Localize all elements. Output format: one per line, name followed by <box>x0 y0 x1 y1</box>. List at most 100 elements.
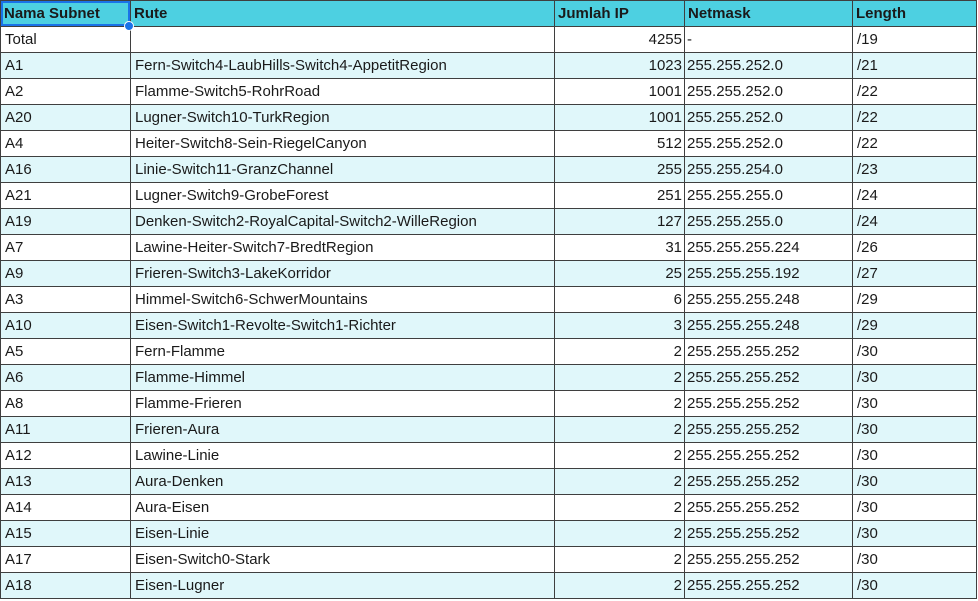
cell-nama-subnet[interactable]: A7 <box>0 234 131 261</box>
cell-jumlah-ip[interactable]: 2 <box>554 364 685 391</box>
cell-netmask[interactable]: 255.255.255.252 <box>684 364 853 391</box>
cell-rute[interactable]: Eisen-Switch1-Revolte-Switch1-Richter <box>130 312 555 339</box>
cell-length[interactable]: /26 <box>852 234 977 261</box>
cell-jumlah-ip[interactable]: 251 <box>554 182 685 209</box>
cell-jumlah-ip[interactable]: 2 <box>554 520 685 547</box>
cell-nama-subnet[interactable]: A21 <box>0 182 131 209</box>
cell-netmask[interactable]: 255.255.255.252 <box>684 520 853 547</box>
cell-nama-subnet[interactable]: A9 <box>0 260 131 287</box>
cell-nama-subnet[interactable]: A10 <box>0 312 131 339</box>
cell-rute[interactable]: Heiter-Switch8-Sein-RiegelCanyon <box>130 130 555 157</box>
cell-nama-subnet[interactable]: A20 <box>0 104 131 131</box>
cell-length[interactable]: /22 <box>852 130 977 157</box>
cell-length[interactable]: /30 <box>852 442 977 469</box>
cell-rute[interactable]: Eisen-Linie <box>130 520 555 547</box>
cell-length[interactable]: /30 <box>852 364 977 391</box>
cell-length[interactable]: /30 <box>852 390 977 417</box>
cell-rute[interactable]: Eisen-Switch0-Stark <box>130 546 555 573</box>
header-cell-length[interactable]: Length <box>852 0 977 27</box>
cell-jumlah-ip[interactable]: 1001 <box>554 104 685 131</box>
cell-length[interactable]: /19 <box>852 26 977 53</box>
cell-jumlah-ip[interactable]: 2 <box>554 546 685 573</box>
cell-rute[interactable]: Flamme-Frieren <box>130 390 555 417</box>
cell-netmask[interactable]: 255.255.255.248 <box>684 312 853 339</box>
header-cell-jumlah-ip[interactable]: Jumlah IP <box>554 0 685 27</box>
cell-nama-subnet[interactable]: A13 <box>0 468 131 495</box>
cell-nama-subnet[interactable]: A11 <box>0 416 131 443</box>
cell-netmask[interactable]: 255.255.255.252 <box>684 546 853 573</box>
cell-nama-subnet[interactable]: A5 <box>0 338 131 365</box>
cell-netmask[interactable]: 255.255.255.252 <box>684 416 853 443</box>
cell-netmask[interactable]: 255.255.255.224 <box>684 234 853 261</box>
cell-netmask[interactable]: 255.255.255.248 <box>684 286 853 313</box>
cell-jumlah-ip[interactable]: 255 <box>554 156 685 183</box>
cell-jumlah-ip[interactable]: 1001 <box>554 78 685 105</box>
cell-netmask[interactable]: 255.255.252.0 <box>684 78 853 105</box>
cell-jumlah-ip[interactable]: 127 <box>554 208 685 235</box>
cell-nama-subnet[interactable]: A16 <box>0 156 131 183</box>
cell-rute[interactable]: Aura-Eisen <box>130 494 555 521</box>
cell-rute[interactable]: Aura-Denken <box>130 468 555 495</box>
cell-length[interactable]: /23 <box>852 156 977 183</box>
cell-nama-subnet[interactable]: A6 <box>0 364 131 391</box>
cell-nama-subnet[interactable]: A14 <box>0 494 131 521</box>
cell-nama-subnet[interactable]: A18 <box>0 572 131 599</box>
cell-length[interactable]: /27 <box>852 260 977 287</box>
cell-jumlah-ip[interactable]: 1023 <box>554 52 685 79</box>
cell-jumlah-ip[interactable]: 512 <box>554 130 685 157</box>
cell-rute[interactable]: Linie-Switch11-GranzChannel <box>130 156 555 183</box>
cell-jumlah-ip[interactable]: 2 <box>554 494 685 521</box>
cell-rute[interactable]: Frieren-Aura <box>130 416 555 443</box>
cell-length[interactable]: /30 <box>852 494 977 521</box>
cell-rute[interactable]: Flamme-Himmel <box>130 364 555 391</box>
cell-nama-subnet[interactable]: A19 <box>0 208 131 235</box>
cell-netmask[interactable]: 255.255.255.252 <box>684 468 853 495</box>
cell-rute[interactable]: Eisen-Lugner <box>130 572 555 599</box>
cell-length[interactable]: /24 <box>852 182 977 209</box>
cell-netmask[interactable]: 255.255.255.252 <box>684 442 853 469</box>
cell-rute[interactable]: Himmel-Switch6-SchwerMountains <box>130 286 555 313</box>
cell-length[interactable]: /30 <box>852 416 977 443</box>
selection-fill-handle[interactable] <box>124 21 134 31</box>
cell-length[interactable]: /29 <box>852 286 977 313</box>
header-cell-rute[interactable]: Rute <box>130 0 555 27</box>
cell-length[interactable]: /30 <box>852 572 977 599</box>
cell-nama-subnet[interactable]: A1 <box>0 52 131 79</box>
cell-jumlah-ip[interactable]: 4255 <box>554 26 685 53</box>
cell-rute[interactable]: Fern-Switch4-LaubHills-Switch4-AppetitRe… <box>130 52 555 79</box>
cell-rute[interactable]: Lawine-Heiter-Switch7-BredtRegion <box>130 234 555 261</box>
cell-length[interactable]: /30 <box>852 546 977 573</box>
cell-rute[interactable]: Lawine-Linie <box>130 442 555 469</box>
cell-netmask[interactable]: 255.255.252.0 <box>684 130 853 157</box>
cell-jumlah-ip[interactable]: 2 <box>554 442 685 469</box>
cell-netmask[interactable]: 255.255.255.0 <box>684 208 853 235</box>
cell-netmask[interactable]: 255.255.255.252 <box>684 572 853 599</box>
cell-jumlah-ip[interactable]: 6 <box>554 286 685 313</box>
cell-netmask[interactable]: 255.255.255.252 <box>684 494 853 521</box>
cell-netmask[interactable]: 255.255.254.0 <box>684 156 853 183</box>
cell-jumlah-ip[interactable]: 3 <box>554 312 685 339</box>
cell-netmask[interactable]: 255.255.255.192 <box>684 260 853 287</box>
cell-rute[interactable]: Frieren-Switch3-LakeKorridor <box>130 260 555 287</box>
cell-rute[interactable]: Lugner-Switch10-TurkRegion <box>130 104 555 131</box>
cell-nama-subnet[interactable]: A8 <box>0 390 131 417</box>
cell-length[interactable]: /21 <box>852 52 977 79</box>
cell-netmask[interactable]: 255.255.255.0 <box>684 182 853 209</box>
cell-rute[interactable]: Flamme-Switch5-RohrRoad <box>130 78 555 105</box>
cell-nama-subnet[interactable]: A2 <box>0 78 131 105</box>
cell-length[interactable]: /30 <box>852 520 977 547</box>
cell-nama-subnet[interactable]: A3 <box>0 286 131 313</box>
cell-netmask[interactable]: - <box>684 26 853 53</box>
cell-netmask[interactable]: 255.255.255.252 <box>684 390 853 417</box>
cell-length[interactable]: /22 <box>852 78 977 105</box>
cell-nama-subnet[interactable]: A12 <box>0 442 131 469</box>
header-cell-netmask[interactable]: Netmask <box>684 0 853 27</box>
cell-length[interactable]: /22 <box>852 104 977 131</box>
cell-length[interactable]: /24 <box>852 208 977 235</box>
header-cell-nama-subnet[interactable]: Nama Subnet <box>0 0 131 27</box>
cell-length[interactable]: /29 <box>852 312 977 339</box>
cell-rute[interactable] <box>130 26 555 53</box>
cell-nama-subnet[interactable]: Total <box>0 26 131 53</box>
cell-jumlah-ip[interactable]: 2 <box>554 572 685 599</box>
cell-jumlah-ip[interactable]: 2 <box>554 390 685 417</box>
